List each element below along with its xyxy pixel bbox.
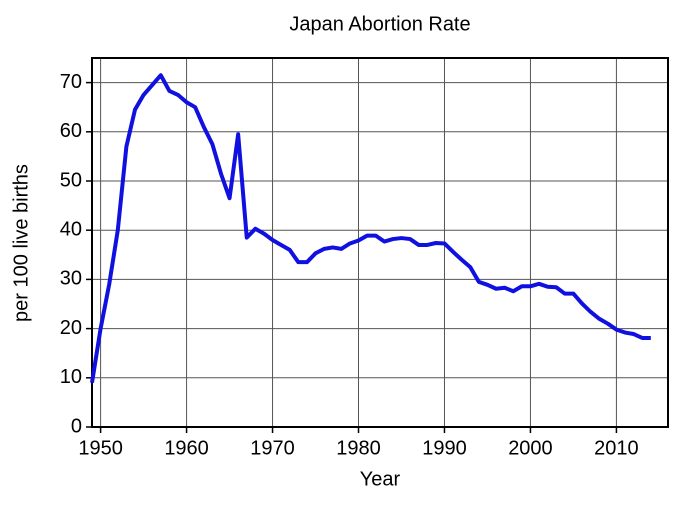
y-tick-label: 50 bbox=[60, 169, 82, 191]
x-tick-label: 2000 bbox=[508, 437, 553, 459]
y-tick-label: 40 bbox=[60, 218, 82, 240]
y-tick-label: 30 bbox=[60, 268, 82, 290]
x-tick-label: 1960 bbox=[164, 437, 209, 459]
chart-title: Japan Abortion Rate bbox=[289, 13, 470, 35]
x-tick-label: 1980 bbox=[336, 437, 381, 459]
x-tick-label: 1990 bbox=[422, 437, 467, 459]
x-tick-label: 2010 bbox=[594, 437, 639, 459]
y-axis-label: per 100 live births bbox=[10, 164, 32, 322]
x-axis-label: Year bbox=[360, 468, 401, 490]
y-tick-label: 70 bbox=[60, 71, 82, 93]
y-tick-label: 10 bbox=[60, 366, 82, 388]
data-line bbox=[90, 73, 651, 384]
y-tick-label: 60 bbox=[60, 120, 82, 142]
y-tick-label: 20 bbox=[60, 317, 82, 339]
plot-frame bbox=[91, 57, 669, 428]
y-tick-label: 0 bbox=[71, 415, 82, 437]
x-tick-label: 1970 bbox=[250, 437, 295, 459]
x-tick-label: 1950 bbox=[78, 437, 123, 459]
